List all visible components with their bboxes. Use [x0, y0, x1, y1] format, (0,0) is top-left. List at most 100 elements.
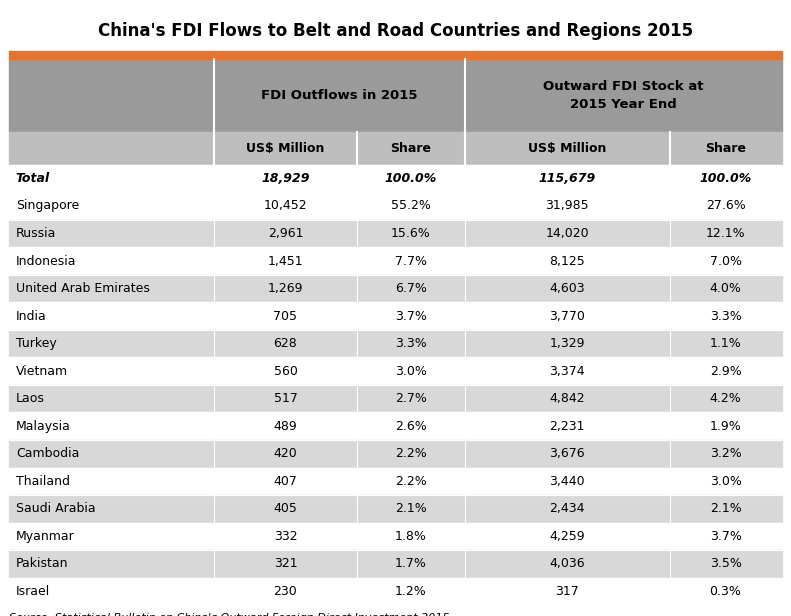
Bar — [9, 522, 782, 550]
Text: 3.2%: 3.2% — [710, 447, 741, 460]
Text: 115,679: 115,679 — [539, 172, 596, 185]
Text: 3.0%: 3.0% — [395, 365, 427, 378]
Bar — [9, 440, 782, 468]
Text: Israel: Israel — [16, 585, 50, 598]
Text: 3.0%: 3.0% — [710, 475, 741, 488]
Text: 628: 628 — [274, 337, 297, 350]
Text: 3,440: 3,440 — [550, 475, 585, 488]
Text: 2.6%: 2.6% — [395, 419, 427, 432]
Text: Malaysia: Malaysia — [16, 419, 70, 432]
Text: 405: 405 — [274, 502, 297, 516]
Text: 2,961: 2,961 — [267, 227, 303, 240]
Text: Outward FDI Stock at
2015 Year End: Outward FDI Stock at 2015 Year End — [543, 80, 703, 111]
Text: 1.8%: 1.8% — [395, 530, 427, 543]
Text: 7.7%: 7.7% — [395, 254, 427, 267]
Text: Share: Share — [391, 142, 431, 155]
Text: 6.7%: 6.7% — [395, 282, 427, 295]
Text: 2.2%: 2.2% — [395, 475, 427, 488]
Text: 15.6%: 15.6% — [391, 227, 431, 240]
Text: 407: 407 — [274, 475, 297, 488]
Text: FDI Outflows in 2015: FDI Outflows in 2015 — [261, 89, 418, 102]
Bar — [9, 247, 782, 275]
Text: Cambodia: Cambodia — [16, 447, 79, 460]
Text: 4,603: 4,603 — [550, 282, 585, 295]
Bar — [9, 220, 782, 247]
Text: 8,125: 8,125 — [550, 254, 585, 267]
Text: 332: 332 — [274, 530, 297, 543]
Text: 31,985: 31,985 — [546, 200, 589, 213]
Text: US$ Million: US$ Million — [246, 142, 324, 155]
Text: 0.3%: 0.3% — [710, 585, 741, 598]
Text: 4.0%: 4.0% — [710, 282, 741, 295]
Text: 3,374: 3,374 — [550, 365, 585, 378]
Text: Thailand: Thailand — [16, 475, 70, 488]
Bar — [9, 59, 782, 132]
Bar — [9, 192, 782, 220]
Text: Indonesia: Indonesia — [16, 254, 76, 267]
Bar — [9, 550, 782, 578]
Text: 4.2%: 4.2% — [710, 392, 741, 405]
Text: 2.1%: 2.1% — [710, 502, 741, 516]
Text: 10,452: 10,452 — [263, 200, 307, 213]
Text: 1,451: 1,451 — [267, 254, 303, 267]
Text: Turkey: Turkey — [16, 337, 57, 350]
Text: 1.1%: 1.1% — [710, 337, 741, 350]
Bar — [9, 132, 782, 164]
Text: 3,770: 3,770 — [549, 310, 585, 323]
Text: 1.2%: 1.2% — [395, 585, 427, 598]
Text: 2,231: 2,231 — [550, 419, 585, 432]
Text: 1,329: 1,329 — [550, 337, 585, 350]
Text: 1.9%: 1.9% — [710, 419, 741, 432]
Bar — [9, 51, 782, 59]
Bar — [9, 164, 782, 192]
Text: US$ Million: US$ Million — [528, 142, 607, 155]
Text: 2,434: 2,434 — [550, 502, 585, 516]
Text: 2.1%: 2.1% — [395, 502, 427, 516]
Text: 2.9%: 2.9% — [710, 365, 741, 378]
Text: 18,929: 18,929 — [261, 172, 310, 185]
Text: Saudi Arabia: Saudi Arabia — [16, 502, 96, 516]
Text: 4,259: 4,259 — [550, 530, 585, 543]
Bar — [9, 413, 782, 440]
Bar — [9, 302, 782, 330]
Bar — [9, 495, 782, 522]
Text: 317: 317 — [555, 585, 579, 598]
Text: 4,842: 4,842 — [550, 392, 585, 405]
Text: 705: 705 — [274, 310, 297, 323]
Text: 7.0%: 7.0% — [710, 254, 741, 267]
Text: Russia: Russia — [16, 227, 56, 240]
Text: 2.2%: 2.2% — [395, 447, 427, 460]
Text: Total: Total — [16, 172, 50, 185]
Text: 3.7%: 3.7% — [395, 310, 427, 323]
Text: China's FDI Flows to Belt and Road Countries and Regions 2015: China's FDI Flows to Belt and Road Count… — [98, 22, 693, 40]
Text: Singapore: Singapore — [16, 200, 79, 213]
Text: 12.1%: 12.1% — [706, 227, 745, 240]
Text: 1.7%: 1.7% — [395, 557, 427, 570]
Text: Myanmar: Myanmar — [16, 530, 74, 543]
Bar — [9, 275, 782, 302]
Text: 3.5%: 3.5% — [710, 557, 741, 570]
Bar — [9, 357, 782, 385]
Text: 560: 560 — [274, 365, 297, 378]
Text: Share: Share — [705, 142, 746, 155]
Text: 517: 517 — [274, 392, 297, 405]
Bar — [9, 468, 782, 495]
Text: Pakistan: Pakistan — [16, 557, 68, 570]
Text: 1,269: 1,269 — [267, 282, 303, 295]
Text: 3.3%: 3.3% — [395, 337, 427, 350]
Text: 100.0%: 100.0% — [699, 172, 751, 185]
Text: Vietnam: Vietnam — [16, 365, 68, 378]
Text: 4,036: 4,036 — [550, 557, 585, 570]
Bar — [9, 330, 782, 357]
Bar — [9, 578, 782, 605]
Text: 100.0%: 100.0% — [384, 172, 437, 185]
Text: Laos: Laos — [16, 392, 45, 405]
Text: 55.2%: 55.2% — [391, 200, 431, 213]
Text: 27.6%: 27.6% — [706, 200, 745, 213]
Text: 3.3%: 3.3% — [710, 310, 741, 323]
Text: Source: Statistical Bulletin on China's Outward Foreign Direct Investment 2015: Source: Statistical Bulletin on China's … — [9, 613, 450, 616]
Text: 3,676: 3,676 — [550, 447, 585, 460]
Text: 2.7%: 2.7% — [395, 392, 427, 405]
Bar — [9, 385, 782, 413]
Text: 489: 489 — [274, 419, 297, 432]
